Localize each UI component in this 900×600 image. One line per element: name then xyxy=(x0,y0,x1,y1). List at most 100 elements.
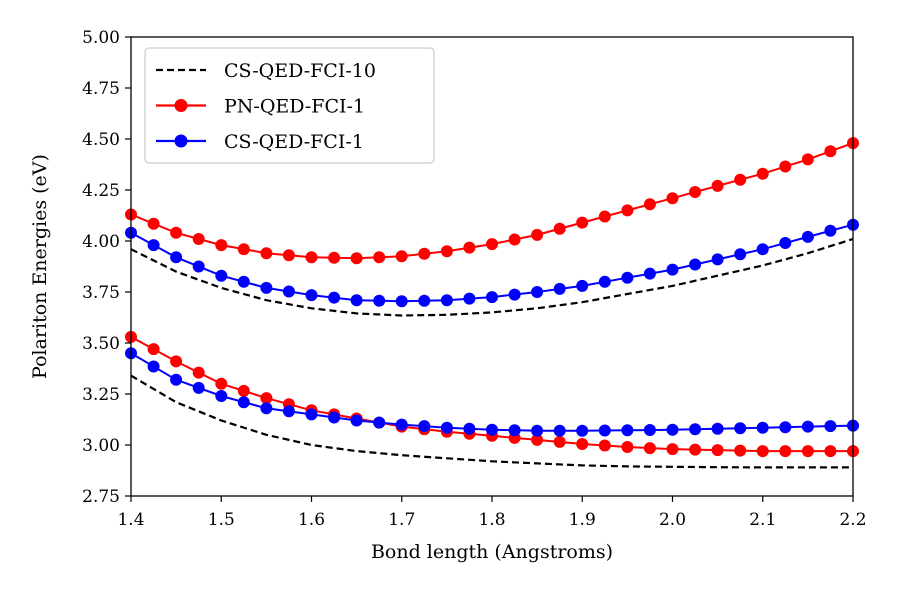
data-point xyxy=(598,210,611,223)
data-point xyxy=(801,230,814,243)
data-point xyxy=(418,420,431,433)
data-point xyxy=(689,423,702,436)
data-point xyxy=(147,343,160,356)
series-line-upper xyxy=(130,237,854,317)
data-point xyxy=(643,442,656,455)
data-point xyxy=(440,421,453,434)
data-point xyxy=(237,243,250,256)
data-point xyxy=(440,294,453,307)
data-point xyxy=(553,222,566,235)
data-point xyxy=(531,228,544,241)
data-point xyxy=(170,355,183,368)
data-point xyxy=(170,373,183,386)
legend-marker xyxy=(174,134,188,148)
data-point xyxy=(192,233,205,245)
data-point xyxy=(689,186,702,198)
data-point xyxy=(734,173,747,186)
data-point xyxy=(643,424,656,436)
data-point xyxy=(621,441,634,453)
data-point xyxy=(553,424,566,437)
data-point xyxy=(553,282,566,295)
data-point xyxy=(779,160,792,173)
data-point xyxy=(192,381,205,394)
data-point xyxy=(237,384,250,397)
y-tick-label: 4.00 xyxy=(82,232,120,252)
legend-marker xyxy=(174,99,188,112)
x-tick-label: 1.5 xyxy=(208,510,235,530)
data-point xyxy=(463,422,476,435)
data-point xyxy=(305,408,318,421)
data-point xyxy=(395,418,408,431)
data-point xyxy=(215,377,228,390)
x-tick-label: 1.6 xyxy=(298,510,325,530)
y-tick-label: 4.25 xyxy=(82,181,120,201)
data-point xyxy=(282,285,295,298)
data-point xyxy=(508,424,521,437)
data-point xyxy=(350,414,363,427)
series-line-lower xyxy=(130,374,853,469)
y-tick-label: 4.75 xyxy=(82,79,120,99)
data-point xyxy=(215,390,228,402)
data-point xyxy=(237,396,250,409)
data-point xyxy=(621,271,634,284)
data-point xyxy=(395,295,408,308)
data-point xyxy=(666,423,679,436)
data-point xyxy=(576,216,589,229)
data-point xyxy=(147,360,160,373)
data-point xyxy=(373,416,386,429)
data-point xyxy=(373,294,386,307)
series-cs-qed-fci-10 xyxy=(130,237,854,469)
data-point xyxy=(643,267,656,280)
data-point xyxy=(463,292,476,305)
x-tick-label: 2.0 xyxy=(659,510,686,530)
data-point xyxy=(779,421,792,434)
data-point xyxy=(621,424,634,437)
data-point xyxy=(711,444,724,457)
data-point xyxy=(756,445,769,458)
data-point xyxy=(553,435,566,448)
data-point xyxy=(576,279,589,292)
data-point xyxy=(260,281,273,294)
data-point xyxy=(734,248,747,261)
x-tick-label: 1.7 xyxy=(388,510,415,530)
y-tick-label: 3.75 xyxy=(82,283,120,303)
data-point xyxy=(350,294,363,307)
data-point xyxy=(689,258,702,271)
legend: CS-QED-FCI-10 PN-QED-FCI-1 CS-QED-FCI-1 xyxy=(144,47,435,164)
data-point xyxy=(666,263,679,276)
data-point xyxy=(486,291,498,304)
data-point xyxy=(237,275,250,288)
data-point xyxy=(305,289,318,302)
data-point xyxy=(666,192,679,205)
data-point xyxy=(779,237,792,249)
legend-box xyxy=(144,47,435,164)
data-point xyxy=(576,438,589,450)
data-point xyxy=(801,153,814,166)
data-point xyxy=(440,245,453,258)
data-point xyxy=(643,198,656,211)
y-tick-label: 4.50 xyxy=(82,130,120,150)
data-point xyxy=(328,291,341,304)
y-axis-label: Polariton Energies (eV) xyxy=(29,154,51,379)
x-tick-label: 1.8 xyxy=(478,510,505,530)
data-point xyxy=(418,294,431,307)
data-point xyxy=(801,445,814,458)
data-point xyxy=(170,251,183,264)
data-point xyxy=(689,443,702,456)
data-point xyxy=(463,241,476,254)
data-point xyxy=(305,251,318,264)
data-point xyxy=(531,433,544,446)
data-point xyxy=(373,251,386,264)
data-point xyxy=(531,424,544,437)
y-tick-label: 5.00 xyxy=(82,28,120,48)
data-point xyxy=(215,269,228,282)
data-point xyxy=(711,179,724,192)
data-point xyxy=(576,424,589,437)
data-point xyxy=(350,252,363,265)
data-point xyxy=(260,392,273,405)
data-point xyxy=(598,424,611,437)
data-point xyxy=(282,249,295,262)
legend-item-pn-qed-fci-1: PN-QED-FCI-1 xyxy=(156,96,365,118)
data-point xyxy=(192,260,205,273)
